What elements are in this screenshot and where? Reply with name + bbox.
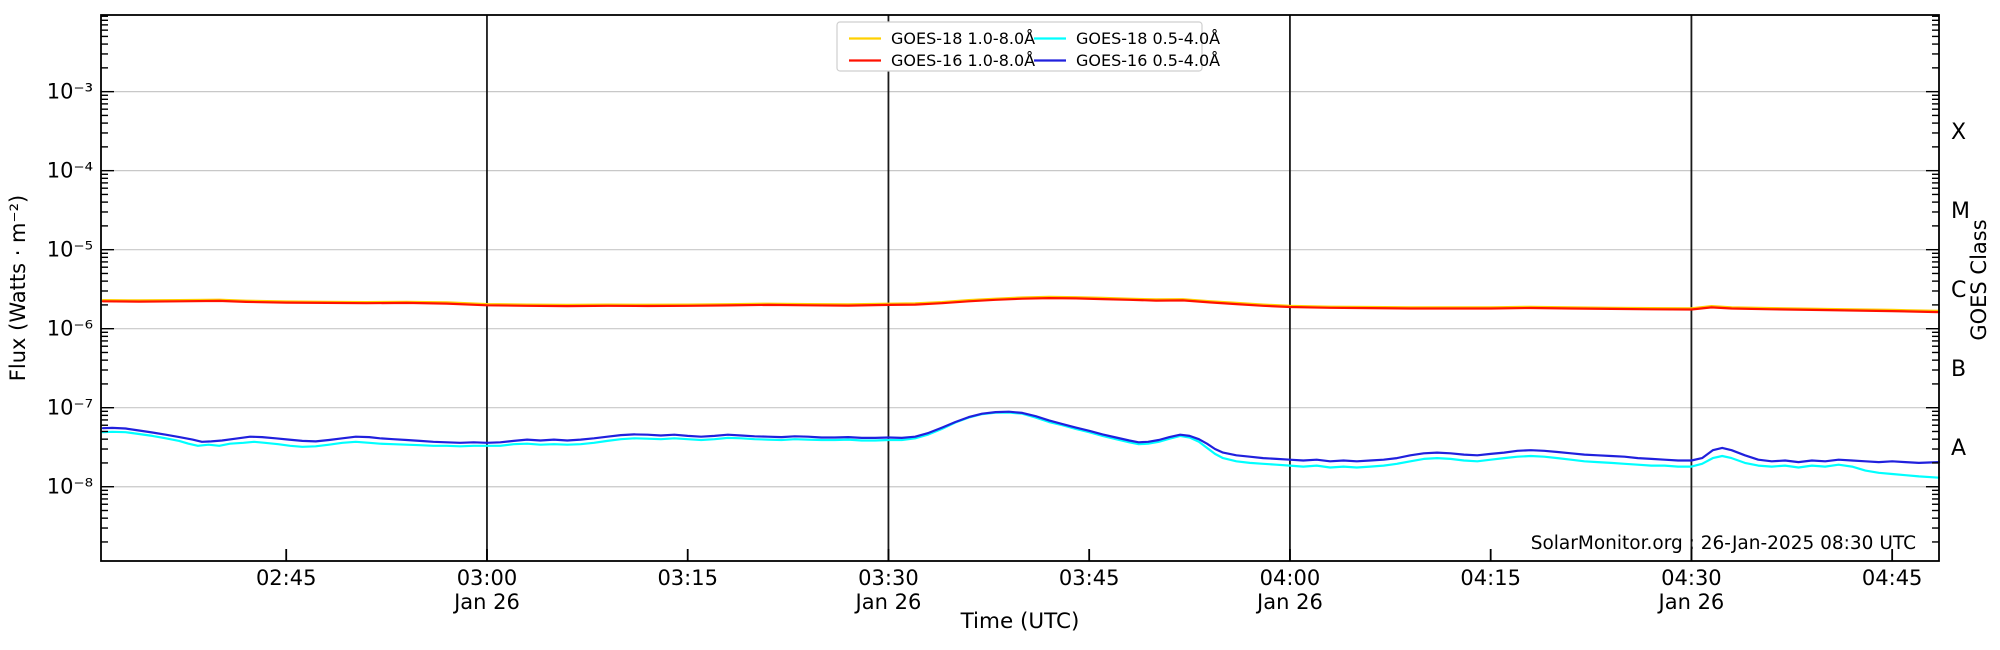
goes-class-letter: X [1951,120,1966,145]
x-tick-date-label: Jan 26 [854,590,922,614]
series-line-3 [101,410,1941,464]
series-line-1 [101,297,1941,314]
series-line-2 [101,411,1941,479]
y-axis-label: Flux (Watts · m⁻²) [6,195,30,381]
legend-label: GOES-16 1.0-8.0Å [891,51,1035,70]
x-tick-label: 04:15 [1460,566,1521,590]
series-line-0 [101,295,1941,312]
y-tick-label: 10⁻⁸ [47,475,93,499]
tick-marks [101,15,1939,561]
legend-item: GOES-16 1.0-8.0Å [849,51,1035,70]
x-axis-label: Time (UTC) [960,609,1080,634]
legend-label: GOES-16 0.5-4.0Å [1076,51,1220,70]
x-tick-label: 03:15 [657,566,718,590]
axes-frame [100,14,1940,562]
goes-class-letters: X M C B A [1951,120,1970,461]
x-tick-label: 03:30 [858,566,919,590]
x-tick-label: 03:45 [1059,566,1120,590]
legend-label: GOES-18 0.5-4.0Å [1076,29,1220,48]
y-tick-label: 10⁻⁶ [47,317,93,341]
x-tick-date-label: Jan 26 [452,590,520,614]
plot-border [100,14,1940,562]
x-tick-label: 04:45 [1862,566,1923,590]
x-tick-date-label: Jan 26 [1255,590,1323,614]
legend-item: GOES-16 0.5-4.0Å [1034,51,1220,70]
x-tick-label: 03:00 [457,566,518,590]
series-lines [101,295,1941,479]
y-tick-label: 10⁻⁴ [47,159,93,183]
goes-class-letter: C [1951,278,1966,303]
goes-class-axis-label: GOES Class [1967,219,1991,340]
horizontal-gridlines [101,91,1939,488]
legend-item: GOES-18 1.0-8.0Å [849,29,1035,48]
goes-class-letter: M [1951,199,1970,224]
legend-item: GOES-18 0.5-4.0Å [1034,29,1220,48]
y-tick-label: 10⁻³ [47,80,93,104]
x-tick-label: 02:45 [256,566,317,590]
x-tick-label: 04:00 [1260,566,1321,590]
vertical-gridlines [486,15,1693,561]
y-tick-labels: 10⁻³ 10⁻⁴ 10⁻⁵ 10⁻⁶ 10⁻⁷ 10⁻⁸ [47,80,93,499]
goes-class-letter: B [1951,357,1966,382]
y-tick-label: 10⁻⁵ [47,238,93,262]
x-tick-date-label: Jan 26 [1657,590,1725,614]
legend: GOES-18 1.0-8.0Å GOES-16 1.0-8.0Å GOES-18 … [836,21,1220,72]
y-tick-label: 10⁻⁷ [47,396,93,420]
goes-class-letter: A [1951,436,1966,461]
legend-label: GOES-18 1.0-8.0Å [891,29,1035,48]
attribution-text: SolarMonitor.org : 26-Jan-2025 08:30 UTC [1531,533,1916,554]
x-tick-label: 04:30 [1661,566,1722,590]
legend-box [836,21,1203,72]
